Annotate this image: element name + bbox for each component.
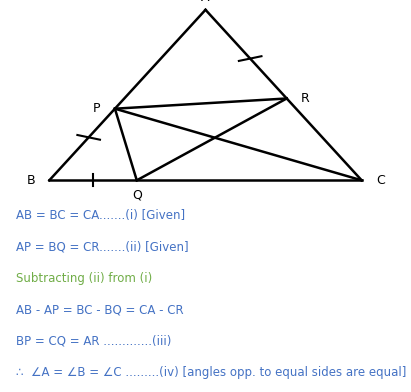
Text: AP = BQ = CR.......(ii) [Given]: AP = BQ = CR.......(ii) [Given] (16, 240, 189, 254)
Text: AB = BC = CA.......(i) [Given]: AB = BC = CA.......(i) [Given] (16, 209, 185, 222)
Text: BP = CQ = AR .............(iii): BP = CQ = AR .............(iii) (16, 334, 172, 348)
Text: AB - AP = BC - BQ = CA - CR: AB - AP = BC - BQ = CA - CR (16, 303, 184, 316)
Text: C: C (376, 174, 385, 187)
Text: A: A (201, 0, 210, 4)
Text: Q: Q (132, 188, 142, 201)
Text: Subtracting (ii) from (i): Subtracting (ii) from (i) (16, 272, 153, 285)
Text: B: B (26, 174, 35, 187)
Text: P: P (93, 102, 101, 115)
Text: ∴  ∠A = ∠B = ∠C .........(iv) [angles opp. to equal sides are equal]: ∴ ∠A = ∠B = ∠C .........(iv) [angles opp… (16, 366, 407, 379)
Text: R: R (301, 92, 310, 105)
